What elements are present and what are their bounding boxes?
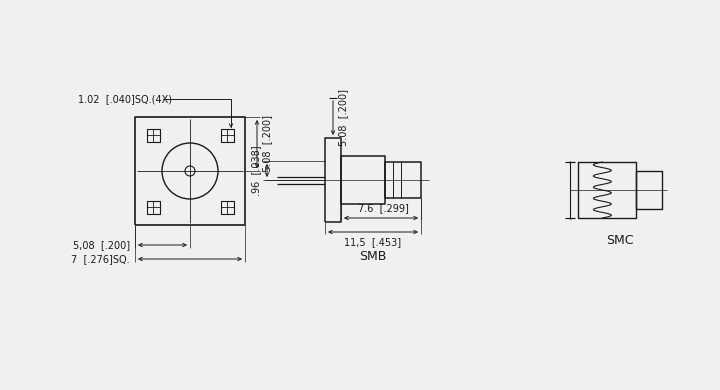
Text: 7.6  [.299]: 7.6 [.299]	[358, 203, 408, 213]
Text: SMB: SMB	[359, 250, 387, 263]
Text: 5.08  [.200]: 5.08 [.200]	[262, 115, 272, 172]
Text: 11,5  [.453]: 11,5 [.453]	[344, 237, 402, 247]
Text: 1.02  [.040]SQ.(4X): 1.02 [.040]SQ.(4X)	[78, 94, 172, 104]
Text: 5.08  [.200]: 5.08 [.200]	[338, 89, 348, 147]
Text: 7  [.276]SQ.: 7 [.276]SQ.	[71, 254, 130, 264]
Text: SMC: SMC	[606, 234, 634, 247]
Text: .96  [.038]: .96 [.038]	[251, 145, 261, 196]
Text: 5,08  [.200]: 5,08 [.200]	[73, 240, 130, 250]
